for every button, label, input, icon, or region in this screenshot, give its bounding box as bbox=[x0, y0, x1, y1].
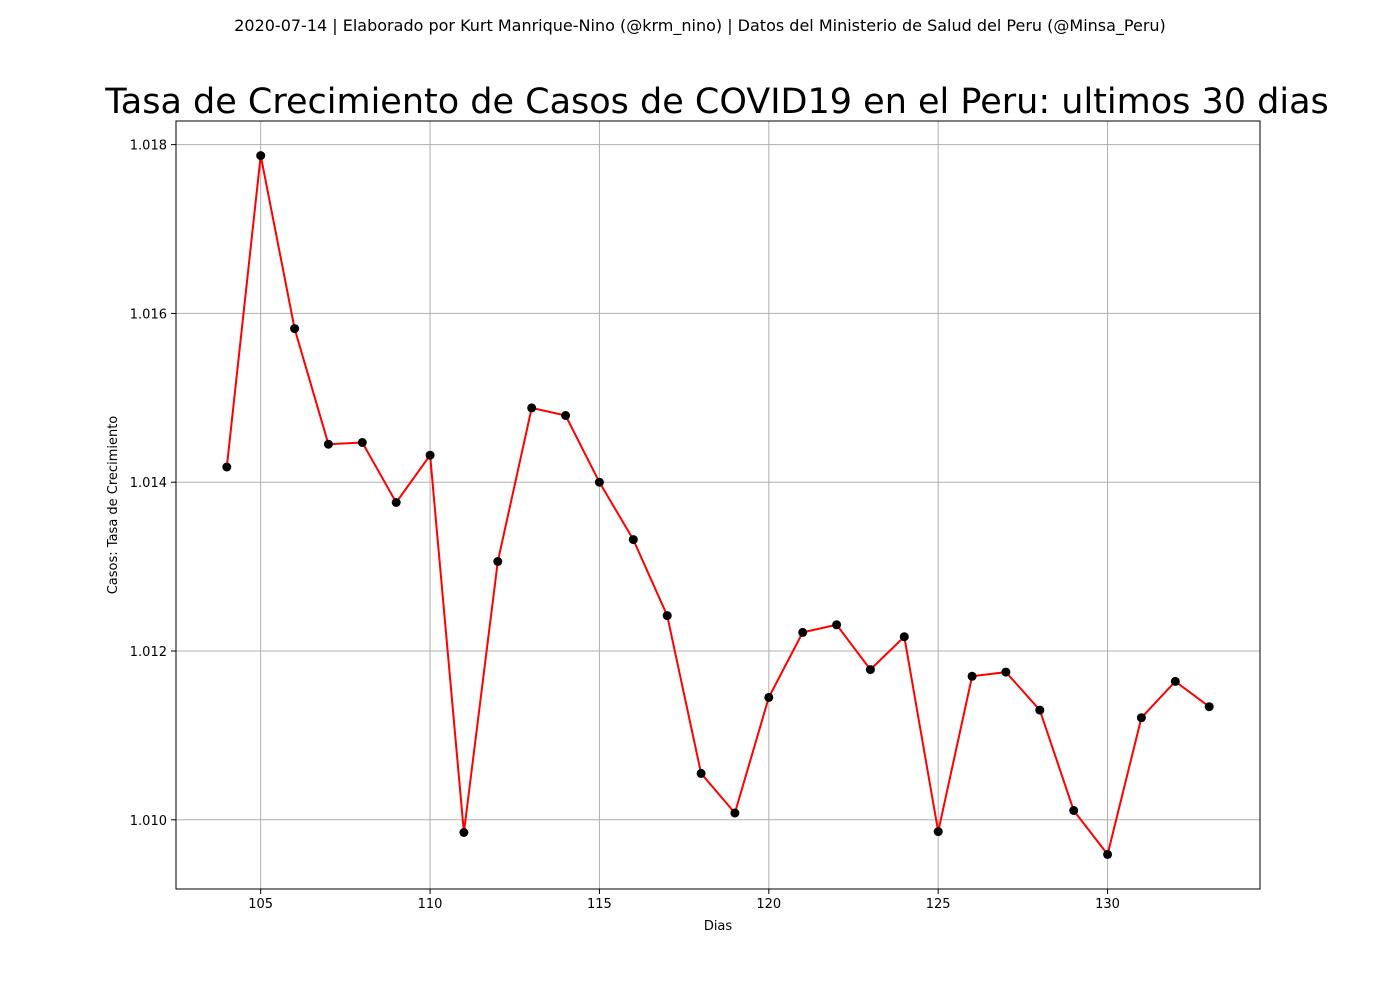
x-tick-label: 125 bbox=[926, 897, 951, 912]
x-tick-label: 130 bbox=[1095, 897, 1120, 912]
data-point bbox=[1001, 667, 1011, 677]
x-tick-label: 105 bbox=[248, 897, 273, 912]
data-points bbox=[222, 151, 1214, 859]
plot-area bbox=[175, 120, 1261, 890]
x-tick-label: 110 bbox=[418, 897, 443, 912]
data-point bbox=[391, 498, 401, 507]
grid-lines bbox=[176, 121, 1260, 889]
data-point bbox=[357, 438, 367, 447]
y-tick-label: 1.018 bbox=[130, 139, 167, 154]
data-point bbox=[290, 324, 300, 334]
data-point bbox=[730, 808, 740, 818]
data-point bbox=[459, 828, 469, 837]
figure-suptitle: 2020-07-14 | Elaborado por Kurt Manrique… bbox=[234, 16, 1166, 35]
data-point bbox=[832, 620, 842, 630]
axis-ticks: 105 110 115 120 125 130 1.010 1.012 1.014 1.016 1.… bbox=[130, 139, 1120, 912]
data-point bbox=[967, 671, 977, 681]
y-tick-label: 1.014 bbox=[130, 476, 167, 491]
data-point bbox=[1069, 806, 1079, 815]
data-point bbox=[561, 411, 571, 420]
data-point bbox=[1136, 713, 1146, 723]
data-point bbox=[256, 151, 266, 161]
y-tick-label: 1.012 bbox=[130, 645, 167, 660]
data-point bbox=[628, 535, 638, 545]
data-point bbox=[933, 827, 943, 837]
data-point bbox=[1035, 705, 1045, 715]
y-tick-label: 1.010 bbox=[130, 814, 167, 829]
x-axis-label: Dias bbox=[704, 919, 733, 934]
data-point bbox=[764, 692, 774, 702]
y-tick-label: 1.016 bbox=[130, 307, 167, 322]
data-point bbox=[527, 403, 537, 413]
y-axis-label: Casos: Tasa de Crecimiento bbox=[106, 416, 121, 595]
data-point bbox=[323, 439, 333, 449]
series-line bbox=[225, 155, 1210, 857]
data-point bbox=[696, 768, 706, 778]
data-point bbox=[1103, 849, 1113, 859]
chart-title: Tasa de Crecimiento de Casos de COVID19 … bbox=[104, 82, 1329, 122]
data-point bbox=[425, 450, 435, 460]
x-tick-label: 120 bbox=[756, 897, 781, 912]
data-point bbox=[222, 462, 232, 472]
data-point bbox=[899, 632, 909, 642]
data-point bbox=[798, 627, 808, 637]
data-point bbox=[594, 477, 604, 487]
data-point bbox=[1204, 702, 1214, 712]
x-tick-label: 115 bbox=[587, 897, 612, 912]
data-point bbox=[662, 611, 672, 621]
data-point bbox=[493, 557, 503, 566]
data-point bbox=[865, 665, 875, 675]
data-point bbox=[1170, 676, 1180, 686]
